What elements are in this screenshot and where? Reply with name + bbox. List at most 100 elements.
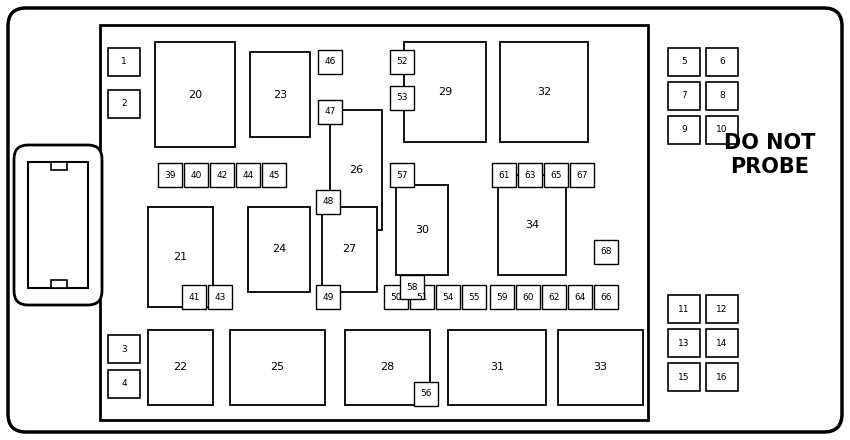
Bar <box>668 48 700 76</box>
Bar <box>706 48 738 76</box>
Bar <box>108 335 140 363</box>
Bar <box>498 175 566 275</box>
Bar <box>210 163 234 187</box>
FancyBboxPatch shape <box>14 145 102 305</box>
Bar <box>404 42 486 142</box>
Bar <box>384 285 408 309</box>
Bar <box>148 330 213 405</box>
Bar <box>706 116 738 144</box>
Bar <box>668 295 700 323</box>
Text: 22: 22 <box>173 363 188 373</box>
Text: 65: 65 <box>550 170 562 180</box>
Bar <box>706 82 738 110</box>
Text: 53: 53 <box>396 93 408 103</box>
Text: 56: 56 <box>420 389 432 399</box>
Bar <box>414 382 438 406</box>
Bar <box>108 90 140 118</box>
Bar <box>448 330 546 405</box>
Text: 28: 28 <box>380 363 394 373</box>
Bar <box>544 163 568 187</box>
Text: 24: 24 <box>272 245 286 254</box>
Bar <box>390 50 414 74</box>
Bar <box>668 82 700 110</box>
Bar <box>706 295 738 323</box>
Bar <box>318 100 342 124</box>
Text: 30: 30 <box>415 225 429 235</box>
Text: 60: 60 <box>522 293 534 301</box>
Text: 31: 31 <box>490 363 504 373</box>
Bar <box>390 86 414 110</box>
Bar <box>208 285 232 309</box>
Text: 45: 45 <box>269 170 280 180</box>
Bar <box>668 363 700 391</box>
Text: 32: 32 <box>537 87 551 97</box>
Text: 3: 3 <box>121 345 127 353</box>
Bar <box>262 163 286 187</box>
Bar <box>184 163 208 187</box>
Bar <box>345 330 430 405</box>
Bar <box>568 285 592 309</box>
Bar <box>148 207 213 307</box>
Bar <box>182 285 206 309</box>
Text: 57: 57 <box>396 170 408 180</box>
Bar <box>570 163 594 187</box>
Bar <box>390 163 414 187</box>
Text: 61: 61 <box>498 170 510 180</box>
Text: 46: 46 <box>325 58 336 66</box>
Text: 47: 47 <box>325 107 336 117</box>
Text: 44: 44 <box>242 170 253 180</box>
Text: 23: 23 <box>273 89 287 99</box>
Bar <box>158 163 182 187</box>
Bar <box>410 285 434 309</box>
Bar <box>316 285 340 309</box>
Text: 34: 34 <box>525 220 539 230</box>
Text: 66: 66 <box>600 293 612 301</box>
Text: 68: 68 <box>600 247 612 257</box>
Text: 11: 11 <box>678 304 689 313</box>
Bar <box>316 190 340 214</box>
Bar <box>236 163 260 187</box>
Text: 55: 55 <box>468 293 479 301</box>
Text: 29: 29 <box>438 87 452 97</box>
Bar <box>516 285 540 309</box>
Text: 52: 52 <box>396 58 408 66</box>
Bar <box>542 285 566 309</box>
Text: 63: 63 <box>524 170 536 180</box>
Bar <box>500 42 588 142</box>
Text: 41: 41 <box>189 293 200 301</box>
Bar <box>594 285 618 309</box>
FancyBboxPatch shape <box>8 8 842 432</box>
Bar <box>668 116 700 144</box>
Text: 7: 7 <box>681 92 687 100</box>
Text: 9: 9 <box>681 125 687 135</box>
Bar <box>490 285 514 309</box>
Text: 10: 10 <box>717 125 728 135</box>
Text: 49: 49 <box>322 293 334 301</box>
Bar <box>318 50 342 74</box>
Text: 42: 42 <box>217 170 228 180</box>
Text: 33: 33 <box>593 363 608 373</box>
Bar <box>330 110 382 230</box>
Text: 4: 4 <box>122 379 127 389</box>
Text: 14: 14 <box>717 338 728 348</box>
Bar <box>594 240 618 264</box>
Text: 58: 58 <box>406 282 417 291</box>
Text: 20: 20 <box>188 89 202 99</box>
Text: 64: 64 <box>575 293 586 301</box>
Bar <box>706 363 738 391</box>
Text: 40: 40 <box>190 170 201 180</box>
Text: 59: 59 <box>496 293 507 301</box>
Text: 27: 27 <box>343 245 357 254</box>
Text: 54: 54 <box>442 293 454 301</box>
Bar <box>108 370 140 398</box>
Text: 13: 13 <box>678 338 689 348</box>
Text: 43: 43 <box>214 293 226 301</box>
Bar <box>322 207 377 292</box>
Text: 12: 12 <box>717 304 728 313</box>
Text: 25: 25 <box>270 363 285 373</box>
Bar <box>396 185 448 275</box>
Bar <box>51 162 67 170</box>
Text: 39: 39 <box>164 170 176 180</box>
Bar <box>155 42 235 147</box>
Text: 6: 6 <box>719 58 725 66</box>
